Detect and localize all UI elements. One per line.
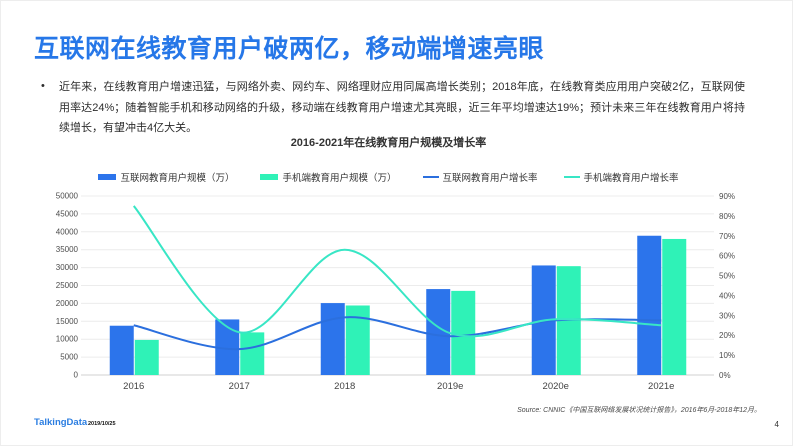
chart-block: 2016-2021年在线教育用户规模及增长率 互联网教育用户规模（万） 手机端教… — [31, 134, 746, 400]
talkingdata-logo: TalkingData — [34, 417, 88, 428]
bar-mobile-2021e — [662, 238, 687, 375]
x-axis-label: 2020e — [543, 381, 569, 392]
left-axis-tick: 25000 — [56, 281, 79, 290]
right-axis-tick: 70% — [719, 232, 735, 241]
chart-title: 2016-2021年在线教育用户规模及增长率 — [290, 137, 487, 149]
right-axis-tick: 50% — [719, 272, 735, 281]
legend-item-mobile-growth: 手机端教育用户增长率 — [563, 170, 679, 184]
right-axis-tick: 80% — [719, 212, 735, 221]
growth-line-mobile — [132, 205, 662, 338]
bar-internet-2016 — [109, 325, 134, 375]
x-axis-label: 2019e — [437, 381, 463, 392]
left-axis-tick: 40000 — [56, 227, 79, 236]
left-axis-tick: 35000 — [56, 245, 79, 254]
x-axis-label: 2021e — [648, 381, 674, 392]
right-axis-tick: 20% — [719, 331, 735, 340]
right-axis-tick: 10% — [719, 351, 735, 360]
left-axis-tick: 10000 — [56, 335, 79, 344]
right-axis-tick: 0% — [719, 371, 731, 380]
x-axis-label: 2017 — [229, 381, 250, 392]
page-number: 4 — [774, 420, 779, 429]
bar-internet-2018 — [320, 303, 345, 375]
legend-item-mobile-scale: 手机端教育用户规模（万） — [260, 170, 397, 184]
left-axis-tick: 15000 — [56, 317, 79, 326]
chart-legend: 互联网教育用户规模（万） 手机端教育用户规模（万） 互联网教育用户增长率 手机端… — [31, 170, 746, 184]
bar-mobile-2017 — [240, 332, 265, 375]
right-axis-tick: 30% — [719, 311, 735, 320]
slide-date: 2019/10/25 — [88, 421, 116, 427]
combo-chart: 0 5000 10000 15000 20000 25000 30000 35000 40000… — [56, 192, 735, 392]
x-axis-label: 2018 — [334, 381, 355, 392]
x-axis-label: 2016 — [123, 381, 144, 392]
legend-label: 互联网教育用户规模（万） — [120, 173, 235, 184]
right-axis-tick: 40% — [719, 291, 735, 300]
left-axis-tick: 30000 — [56, 263, 79, 272]
source-note: Source: CNNIC《中国互联网络发展状况统计报告》，2016年6月-20… — [517, 407, 761, 414]
page-title: 互联网在线教育用户破两亿，移动端增速亮眼 — [34, 35, 545, 63]
bar-mobile-2019e — [451, 290, 476, 375]
legend-item-internet-growth: 互联网教育用户增长率 — [422, 170, 538, 184]
bar-swatch-blue-icon — [98, 174, 117, 180]
bar-internet-2021e — [637, 235, 662, 375]
legend-label: 手机端教育用户规模（万） — [282, 173, 397, 184]
right-axis-tick: 60% — [719, 252, 735, 261]
bar-mobile-2016 — [134, 339, 159, 375]
bar-mobile-2018 — [345, 305, 370, 375]
left-axis-tick: 50000 — [56, 192, 79, 201]
bullet-text: 近年来，在线教育用户增速迅猛，与网络外卖、网约车、网络理财应用同属高增长类别；2… — [59, 81, 745, 134]
bar-swatch-teal-icon — [260, 174, 279, 180]
legend-item-internet-scale: 互联网教育用户规模（万） — [98, 170, 234, 184]
legend-label: 互联网教育用户增长率 — [442, 173, 538, 184]
legend-label: 手机端教育用户增长率 — [583, 173, 679, 184]
left-axis-tick: 45000 — [56, 209, 79, 218]
left-axis-tick: 0 — [74, 371, 79, 380]
growth-line-internet — [133, 316, 662, 351]
left-axis-tick: 5000 — [60, 353, 78, 362]
left-axis-tick: 20000 — [56, 299, 79, 308]
right-axis-tick: 90% — [719, 192, 735, 201]
line-swatch-teal-icon — [563, 175, 580, 179]
bullet-icon: • — [41, 80, 45, 92]
line-swatch-blue-icon — [422, 175, 439, 179]
